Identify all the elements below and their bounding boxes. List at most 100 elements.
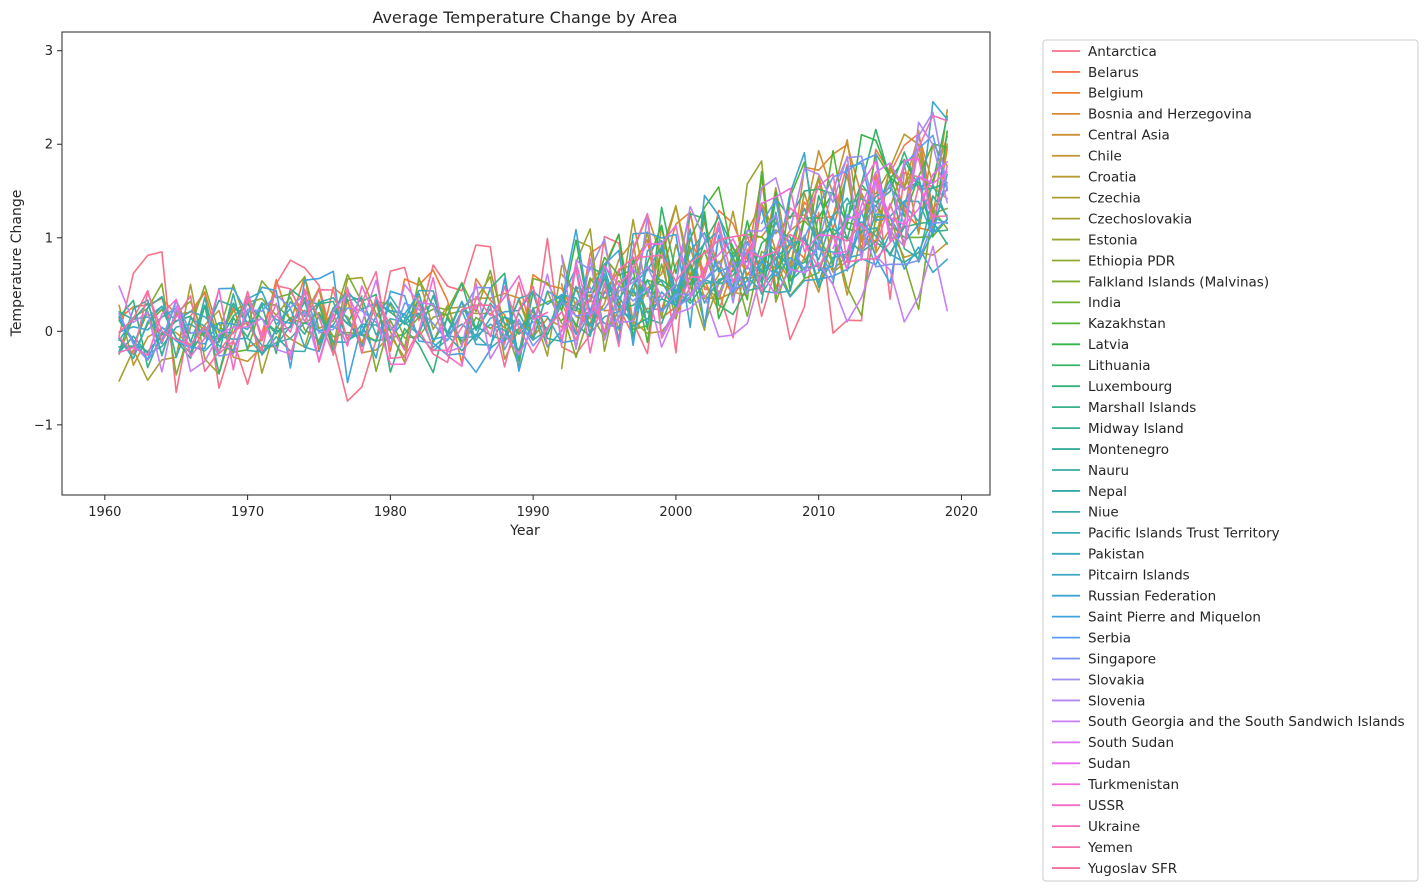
legend-item: Marshall Islands xyxy=(1052,400,1196,416)
legend-label: Ukraine xyxy=(1088,819,1140,835)
series-line xyxy=(118,270,549,373)
legend-label: Pakistan xyxy=(1088,547,1145,563)
legend-label: Singapore xyxy=(1088,651,1156,667)
y-tick-label: 2 xyxy=(45,138,53,153)
legend-label: Saint Pierre and Miquelon xyxy=(1088,609,1261,625)
legend-label: Marshall Islands xyxy=(1088,400,1196,416)
legend-label: Antarctica xyxy=(1088,44,1157,60)
legend-item: Serbia xyxy=(1052,630,1131,646)
legend-label: Slovakia xyxy=(1088,672,1145,688)
x-axis-label: Year xyxy=(509,523,540,539)
legend-item: Sudan xyxy=(1052,756,1131,772)
legend-item: Nauru xyxy=(1052,463,1129,479)
legend-label: Estonia xyxy=(1088,232,1138,248)
legend-label: South Sudan xyxy=(1088,735,1174,751)
legend-item: Yemen xyxy=(1052,840,1133,856)
legend-label: Yemen xyxy=(1087,840,1133,856)
legend-label: Central Asia xyxy=(1088,128,1170,144)
legend-item: Antarctica xyxy=(1052,44,1157,60)
series-line xyxy=(118,274,549,371)
legend-item: Slovakia xyxy=(1052,672,1145,688)
x-tick-label: 2000 xyxy=(659,505,692,520)
legend-item: Ukraine xyxy=(1052,819,1140,835)
legend-label: Bosnia and Herzegovina xyxy=(1088,107,1252,123)
series-line xyxy=(118,232,949,345)
legend-item: Ethiopia PDR xyxy=(1052,253,1175,269)
legend-label: Russian Federation xyxy=(1088,589,1216,605)
plot-frame xyxy=(61,31,991,496)
legend: Antarctica Belarus Belgium Bosnia and Herze… xyxy=(1042,39,1419,882)
y-axis: −1 0 1 2 3 xyxy=(34,44,62,433)
y-axis-label: Temperature Change xyxy=(9,190,25,338)
legend-item: Croatia xyxy=(1052,170,1137,186)
legend-label: Czechia xyxy=(1088,190,1141,206)
legend-item: Singapore xyxy=(1052,651,1156,667)
legend-item: South Georgia and the South Sandwich Isl… xyxy=(1052,714,1405,730)
legend-item: Luxembourg xyxy=(1052,379,1172,395)
legend-item: Kazakhstan xyxy=(1052,316,1166,332)
legend-item: Lithuania xyxy=(1052,358,1151,374)
x-tick-label: 2010 xyxy=(802,505,835,520)
legend-label: Nepal xyxy=(1088,484,1127,500)
x-tick-label: 1980 xyxy=(374,505,407,520)
legend-label: Midway Island xyxy=(1088,421,1184,437)
legend-item: Pitcairn Islands xyxy=(1052,568,1190,584)
legend-label: Chile xyxy=(1088,149,1122,165)
legend-item: Slovenia xyxy=(1052,693,1145,709)
legend-label: Belgium xyxy=(1088,86,1143,102)
series-line xyxy=(560,158,949,345)
x-tick-label: 1970 xyxy=(231,505,264,520)
legend-frame xyxy=(1042,39,1419,882)
legend-item: Czechia xyxy=(1052,190,1141,206)
legend-item: Turkmenistan xyxy=(1052,777,1179,793)
legend-item: India xyxy=(1052,295,1121,311)
x-tick-label: 1960 xyxy=(88,505,121,520)
legend-label: USSR xyxy=(1088,798,1124,814)
legend-label: Falkland Islands (Malvinas) xyxy=(1088,274,1269,290)
legend-label: Czechoslovakia xyxy=(1088,211,1192,227)
legend-label: South Georgia and the South Sandwich Isl… xyxy=(1088,714,1405,730)
y-tick-label: −1 xyxy=(34,418,53,433)
legend-label: Yugoslav SFR xyxy=(1087,861,1177,877)
legend-label: Ethiopia PDR xyxy=(1088,253,1175,269)
legend-item: Falkland Islands (Malvinas) xyxy=(1052,274,1269,290)
legend-label: Belarus xyxy=(1088,65,1139,81)
legend-item: Central Asia xyxy=(1052,128,1170,144)
legend-item: Niue xyxy=(1052,505,1119,521)
legend-item: Russian Federation xyxy=(1052,589,1216,605)
legend-label: Pitcairn Islands xyxy=(1088,568,1190,584)
legend-item: USSR xyxy=(1052,798,1124,814)
legend-label: Luxembourg xyxy=(1088,379,1172,395)
legend-label: Kazakhstan xyxy=(1088,316,1166,332)
legend-label: Latvia xyxy=(1088,337,1129,353)
legend-label: Niue xyxy=(1088,505,1119,521)
series-line xyxy=(118,173,949,360)
x-tick-label: 2020 xyxy=(945,505,978,520)
legend-item: Estonia xyxy=(1052,232,1138,248)
series-line xyxy=(832,161,949,250)
y-tick-label: 0 xyxy=(45,325,53,340)
legend-item: Pacific Islands Trust Territory xyxy=(1052,526,1280,542)
legend-label: Serbia xyxy=(1088,630,1131,646)
legend-label: Nauru xyxy=(1088,463,1129,479)
legend-item: Belgium xyxy=(1052,86,1143,102)
plot-lines xyxy=(118,100,949,402)
legend-label: India xyxy=(1088,295,1121,311)
legend-label: Pacific Islands Trust Territory xyxy=(1088,526,1280,542)
legend-item: Yugoslav SFR xyxy=(1052,861,1177,877)
x-tick-label: 1990 xyxy=(517,505,550,520)
legend-label: Lithuania xyxy=(1088,358,1151,374)
legend-label: Sudan xyxy=(1088,756,1131,772)
legend-item: Belarus xyxy=(1052,65,1139,81)
legend-item: Nepal xyxy=(1052,484,1127,500)
legend-label: Turkmenistan xyxy=(1087,777,1179,793)
legend-item: Chile xyxy=(1052,149,1122,165)
series-line xyxy=(575,111,949,336)
chart-title: Average Temperature Change by Area xyxy=(372,8,677,27)
legend-item: Czechoslovakia xyxy=(1052,211,1192,227)
legend-item: Saint Pierre and Miquelon xyxy=(1052,609,1261,625)
legend-item: Montenegro xyxy=(1052,442,1169,458)
y-tick-label: 3 xyxy=(45,44,53,59)
series-line xyxy=(560,114,949,354)
